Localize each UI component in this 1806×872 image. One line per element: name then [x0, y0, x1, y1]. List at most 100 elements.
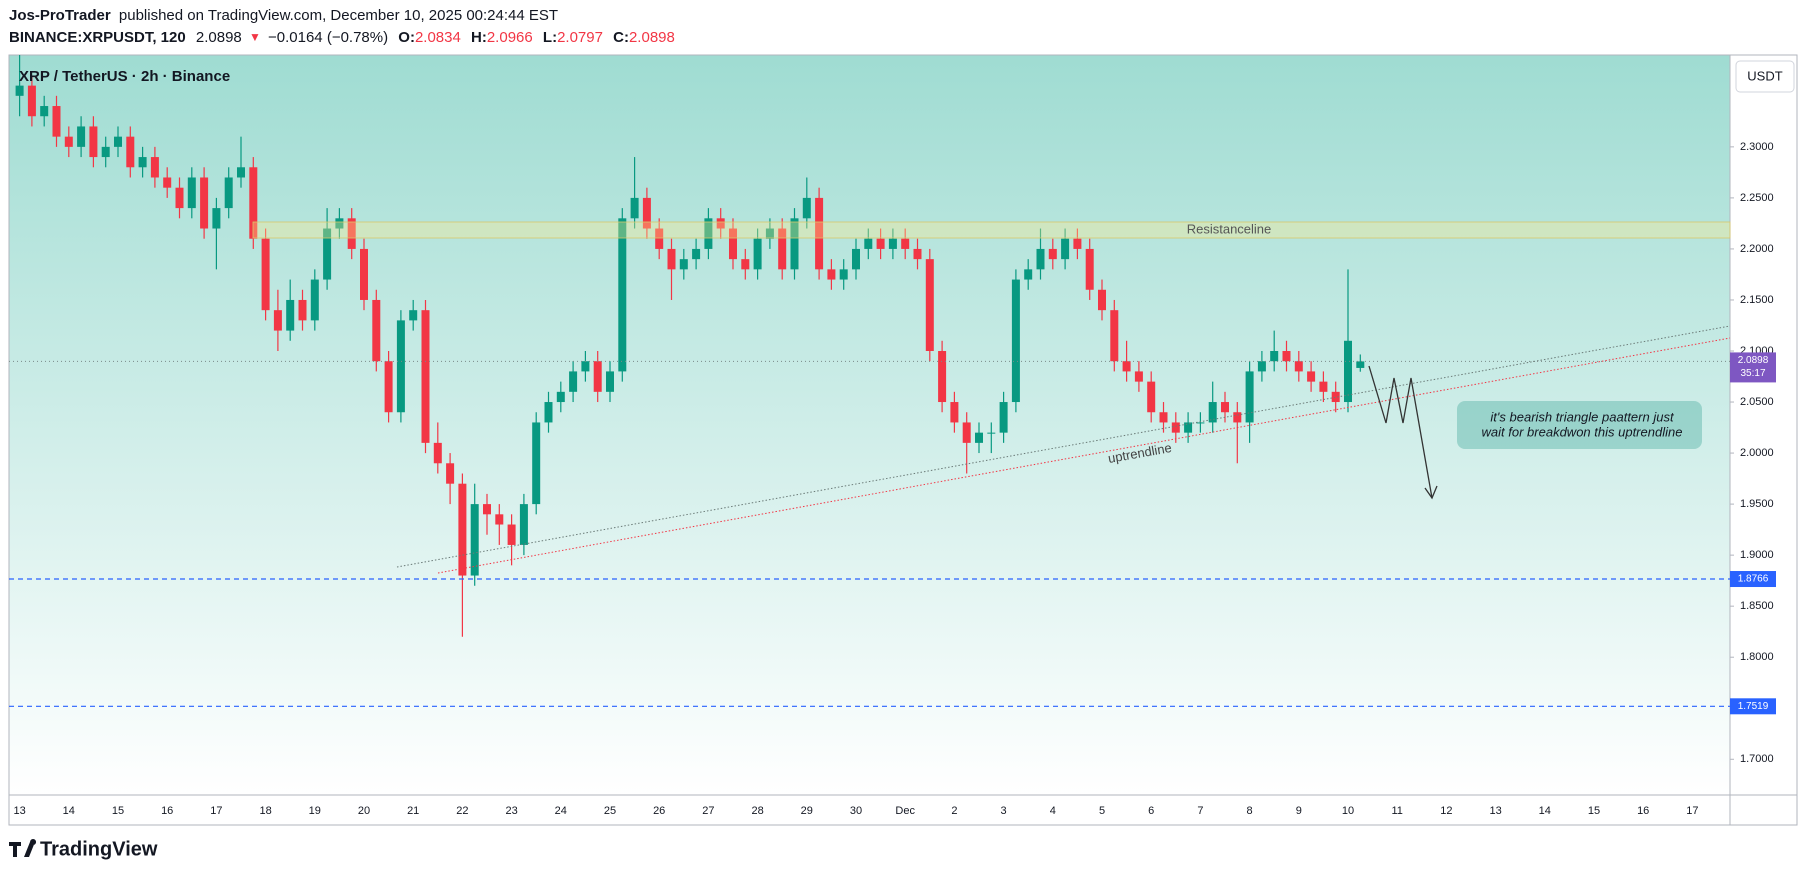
chart-legend: XRP / TetherUS · 2h · Binance — [19, 68, 230, 85]
y-tick-label: 1.7000 — [1740, 753, 1774, 765]
ohlc-value: 2.0966 — [487, 29, 533, 46]
x-tick-label: 17 — [210, 805, 222, 817]
candle-body — [150, 157, 159, 178]
x-tick-label: 23 — [505, 805, 517, 817]
candle-body — [1098, 289, 1106, 311]
candle-body — [1221, 402, 1229, 413]
x-tick-label: 16 — [1637, 805, 1649, 817]
candle-body — [938, 351, 947, 403]
currency-label[interactable]: USDT — [1747, 68, 1782, 83]
candle-body — [716, 218, 725, 229]
candle-body — [1134, 371, 1143, 382]
candle-body — [950, 402, 959, 423]
candle-body — [741, 259, 750, 270]
x-tick-label: 24 — [555, 805, 567, 817]
candle-body — [606, 371, 614, 392]
candle-body — [40, 106, 49, 117]
candle-body — [396, 320, 405, 413]
candle-body — [1331, 391, 1340, 403]
x-tick-label: 9 — [1296, 805, 1302, 817]
candle-body — [64, 136, 73, 147]
candle-body — [556, 391, 565, 403]
ohlc-label: O: — [398, 29, 415, 46]
x-tick-label: 28 — [751, 805, 763, 817]
x-tick-label: Dec — [895, 805, 915, 817]
ohlc-value: 2.0834 — [415, 29, 461, 46]
currency-button[interactable] — [1735, 60, 1795, 93]
candle-body — [138, 157, 147, 168]
x-tick-label: 2 — [951, 805, 957, 817]
candle-body — [778, 228, 787, 270]
candle-body — [101, 146, 110, 158]
candle-body — [310, 279, 319, 321]
candle-body — [470, 504, 479, 576]
plot-background — [9, 55, 1730, 795]
candle-body — [89, 126, 98, 158]
level-label-box — [1730, 571, 1776, 588]
candle-body — [655, 228, 664, 249]
candle-body — [1184, 422, 1193, 433]
x-tick-label: 25 — [604, 805, 616, 817]
x-tick-label: 21 — [407, 805, 419, 817]
candle-body — [987, 432, 996, 434]
candle-body — [298, 299, 307, 321]
ohlc-value: 2.0898 — [629, 29, 675, 46]
candle-body — [876, 238, 885, 249]
candle-body — [864, 238, 873, 249]
candle-body — [581, 361, 590, 372]
candle-body — [15, 85, 24, 96]
logo: TradingView — [9, 838, 158, 860]
candle-body — [852, 248, 860, 270]
candle-body — [323, 228, 332, 280]
note-line: wait for breakdwon this uptrendline — [1482, 424, 1683, 439]
y-tick-label: 1.8000 — [1740, 651, 1774, 663]
x-tick-label: 27 — [702, 805, 714, 817]
candle-body — [1319, 381, 1328, 392]
level-label-box — [1730, 698, 1776, 715]
candle-body — [888, 238, 897, 249]
candle-body — [495, 514, 504, 525]
candle-body — [1073, 238, 1082, 249]
x-tick-label: 26 — [653, 805, 665, 817]
level-label: 1.7519 — [1738, 701, 1769, 712]
candle-body — [77, 126, 86, 147]
change: −0.0164 (−0.78%) — [268, 29, 388, 46]
x-tick-label: 16 — [161, 805, 173, 817]
logo-text: TradingView — [40, 838, 158, 860]
candle-body — [1085, 248, 1094, 290]
x-tick-label: 15 — [1588, 805, 1600, 817]
candle-body — [237, 167, 245, 178]
candle-body — [827, 269, 836, 280]
candle-body — [544, 402, 553, 423]
change-arrow: ▼ — [249, 30, 261, 44]
resistance-zone — [252, 221, 1731, 239]
candle-body — [704, 218, 713, 249]
candle-body — [913, 248, 922, 260]
candle-body — [519, 504, 528, 545]
candle-body — [261, 238, 270, 311]
y-tick-label: 2.2500 — [1740, 192, 1774, 204]
symbol-line: BINANCE:XRPUSDT, 120 2.0898 ▼ −0.0164 (−… — [9, 29, 675, 46]
candle-body — [790, 218, 799, 270]
y-tick-label: 1.9000 — [1740, 549, 1774, 561]
symbol: BINANCE:XRPUSDT, 120 — [9, 29, 186, 46]
candle-body — [52, 106, 61, 137]
candle-body — [212, 208, 221, 229]
candle-body — [409, 310, 418, 321]
x-tick-label: 12 — [1440, 805, 1452, 817]
candle-body — [347, 218, 356, 249]
candle-body — [1270, 351, 1279, 362]
candle-body — [1257, 361, 1266, 372]
x-tick-label: 15 — [112, 805, 124, 817]
candle-body — [999, 402, 1008, 433]
logo-mark — [9, 839, 37, 857]
candle-body — [1061, 238, 1070, 260]
ohlc-value: 2.0797 — [557, 29, 603, 46]
x-tick-label: 13 — [1489, 805, 1501, 817]
resistance-label: Resistanceline — [1187, 221, 1272, 236]
ohlc-label: C: — [613, 29, 629, 46]
y-tick-label: 1.8500 — [1740, 600, 1774, 612]
x-tick-label: 13 — [13, 805, 25, 817]
candle-body — [1282, 351, 1291, 362]
